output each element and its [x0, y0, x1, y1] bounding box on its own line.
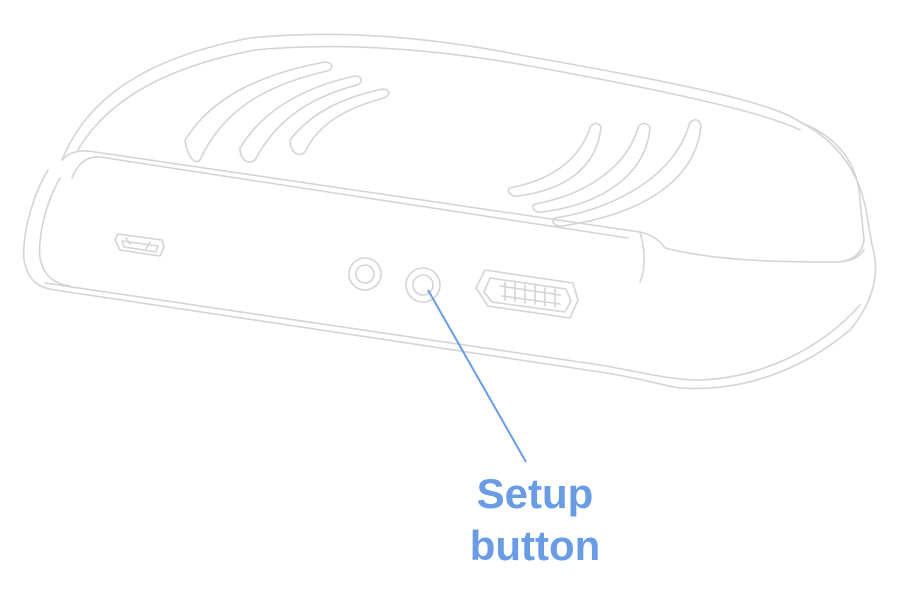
device-right-curve — [664, 247, 865, 263]
setup-button-label-line2: button — [469, 522, 601, 569]
setup-button — [405, 267, 441, 303]
callout-leader-line — [427, 289, 527, 463]
device-front-face-inner — [38, 177, 71, 287]
vent-right-2 — [532, 122, 651, 213]
vent-left-3 — [289, 88, 390, 156]
vent-right-1 — [507, 122, 602, 197]
device-front-face — [22, 169, 877, 390]
device-right-edge — [639, 231, 645, 283]
audio-jack — [348, 257, 382, 291]
micro-usb-port — [114, 233, 165, 257]
device-top-shell — [61, 33, 865, 263]
device-rim — [61, 150, 666, 249]
vent-left-2 — [239, 75, 363, 163]
vent-left-1 — [184, 61, 333, 163]
device-rim-inner — [71, 156, 629, 239]
setup-button-label: Setup button — [420, 468, 650, 572]
device-right-flank — [799, 121, 873, 246]
vent-right-3 — [552, 119, 702, 227]
device-bottom-lip — [44, 282, 861, 381]
setup-button-label-line1: Setup — [476, 470, 594, 517]
hdmi-port — [475, 269, 579, 319]
device-top-inner — [77, 45, 801, 151]
